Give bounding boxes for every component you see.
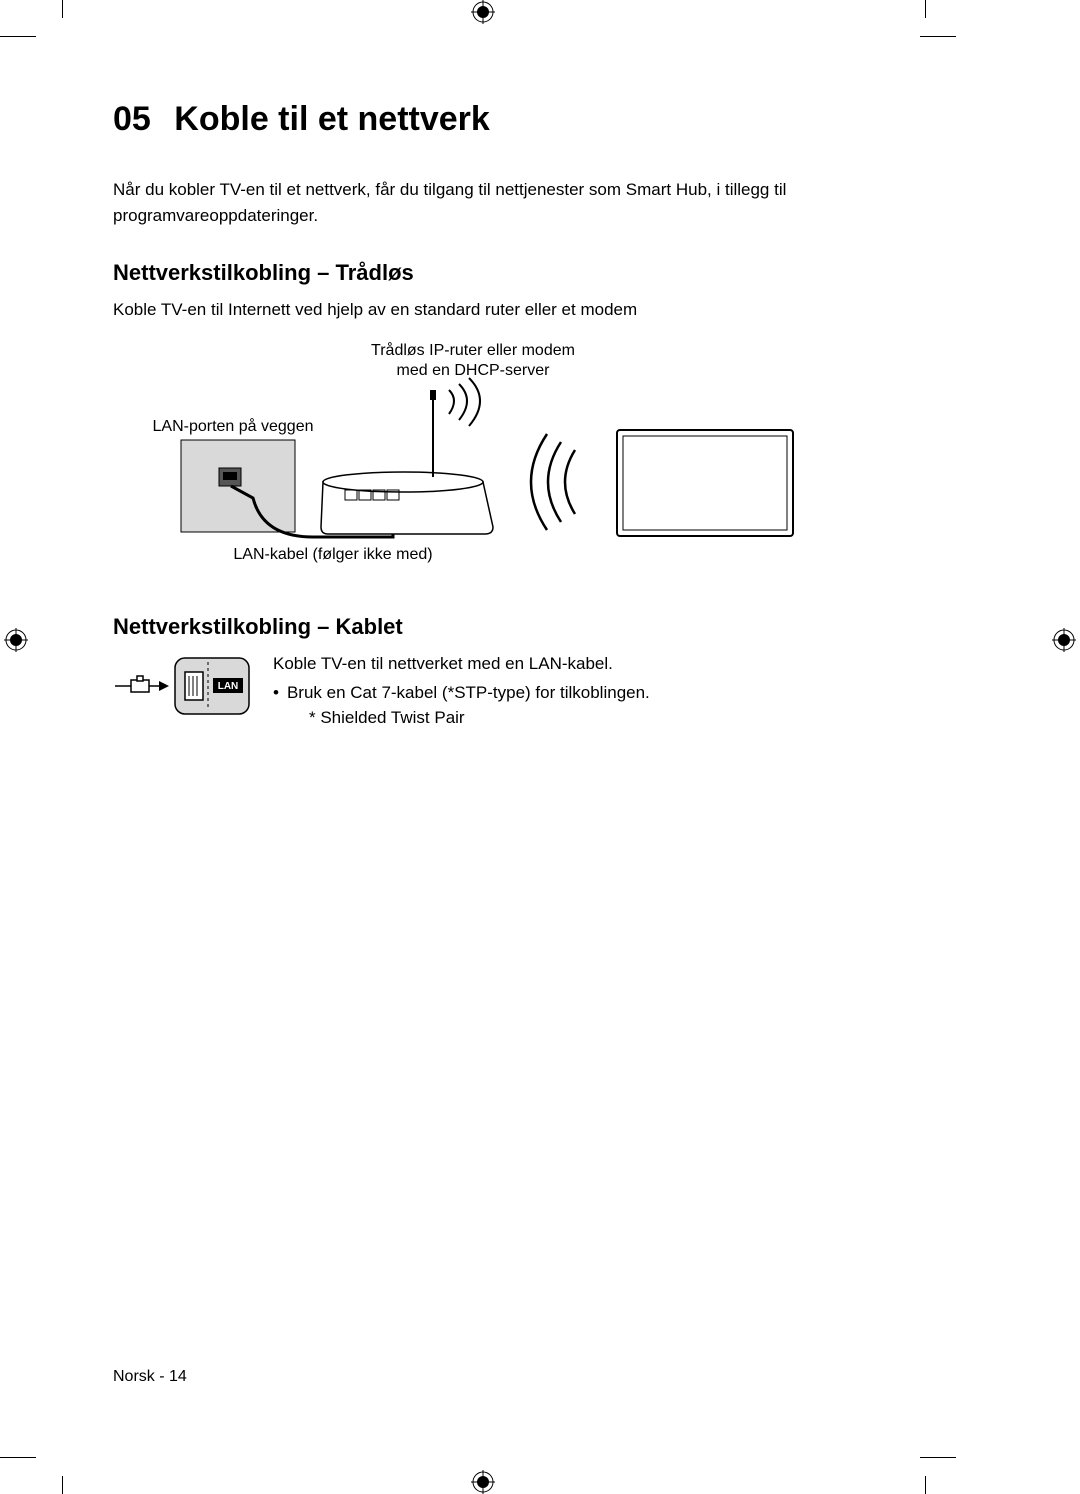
wired-section: LAN Koble TV-en til nettverket med en LA… bbox=[113, 654, 873, 728]
wired-bullet: Bruk en Cat 7-kabel (*STP-type) for tilk… bbox=[287, 680, 650, 706]
page-content: 05 Koble til et nettverk Når du kobler T… bbox=[113, 100, 873, 728]
wired-note: * Shielded Twist Pair bbox=[309, 708, 873, 728]
crop-mark bbox=[920, 1457, 956, 1458]
chapter-number: 05 bbox=[113, 100, 151, 138]
crop-mark bbox=[925, 1476, 926, 1494]
wireless-diagram-svg bbox=[113, 342, 873, 572]
wireless-heading: Nettverkstilkobling – Trådløs bbox=[113, 260, 873, 286]
wireless-sub: Koble TV-en til Internett ved hjelp av e… bbox=[113, 300, 873, 320]
crop-mark bbox=[62, 1476, 63, 1494]
crop-mark bbox=[62, 0, 63, 18]
wired-heading: Nettverkstilkobling – Kablet bbox=[113, 614, 873, 640]
lan-port-diagram: LAN bbox=[113, 654, 253, 723]
lan-port-label: LAN bbox=[218, 681, 239, 692]
wired-bullet-row: • Bruk en Cat 7-kabel (*STP-type) for ti… bbox=[273, 680, 873, 706]
registration-mark-right bbox=[1052, 628, 1076, 652]
registration-mark-top bbox=[471, 0, 495, 24]
chapter-title: 05 Koble til et nettverk bbox=[113, 100, 873, 139]
registration-mark-bottom bbox=[471, 1470, 495, 1494]
wired-sub: Koble TV-en til nettverket med en LAN-ka… bbox=[273, 654, 873, 674]
page-footer: Norsk - 14 bbox=[113, 1368, 187, 1386]
chapter-title-text: Koble til et nettverk bbox=[174, 100, 490, 138]
bullet-icon: • bbox=[273, 680, 279, 706]
crop-mark bbox=[920, 36, 956, 37]
intro-paragraph: Når du kobler TV-en til et nettverk, får… bbox=[113, 177, 873, 228]
crop-mark bbox=[0, 36, 36, 37]
crop-mark bbox=[925, 0, 926, 18]
registration-mark-left bbox=[4, 628, 28, 652]
crop-mark bbox=[0, 1457, 36, 1458]
wired-text: Koble TV-en til nettverket med en LAN-ka… bbox=[273, 654, 873, 728]
wireless-diagram: Trådløs IP-ruter eller modem med en DHCP… bbox=[113, 342, 873, 592]
